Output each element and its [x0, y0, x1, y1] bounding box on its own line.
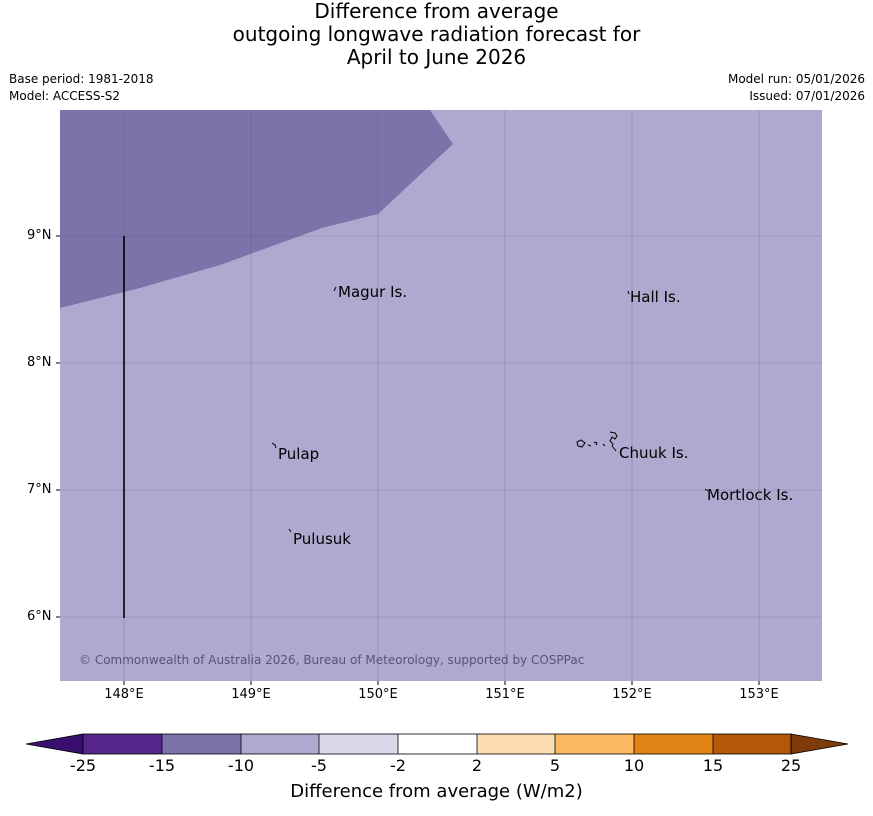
colorbar-label: -10 — [227, 756, 255, 775]
lon-tick-149: 149°E — [231, 687, 271, 702]
tick-marks — [56, 235, 760, 685]
title-line-2: outgoing longwave radiation forecast for — [232, 22, 641, 46]
meta-right: Model run: 05/01/2026 Issued: 07/01/2026 — [728, 71, 865, 105]
island-hall — [627, 290, 630, 295]
issued-text: Issued: 07/01/2026 — [749, 89, 865, 103]
island-chuuk — [576, 431, 618, 452]
island-pulusuk — [288, 528, 292, 533]
copyright-notice: © Commonwealth of Australia 2026, Bureau… — [79, 653, 585, 667]
lat-tick-9: 9°N — [27, 228, 52, 243]
colorbar-label: -15 — [148, 756, 176, 775]
lon-tick-153: 153°E — [739, 687, 779, 702]
colorbar-segment — [83, 734, 162, 754]
colorbar-label: -5 — [311, 756, 327, 775]
colorbar-segment — [713, 734, 791, 754]
colorbar-label: -2 — [390, 756, 406, 775]
lon-tick-152: 152°E — [612, 687, 652, 702]
colorbar-label: 2 — [471, 756, 483, 775]
colorbar-segment — [477, 734, 555, 754]
colorbar-label: 25 — [780, 756, 802, 775]
model-text: Model: ACCESS-S2 — [9, 89, 121, 103]
island-outlines — [271, 286, 709, 533]
meta-left: Base period: 1981-2018 Model: ACCESS-S2 — [9, 71, 154, 105]
colorbar-segment — [162, 734, 241, 754]
colorbar-segment — [241, 734, 319, 754]
anomaly-region — [60, 110, 453, 308]
colorbar-label: 10 — [623, 756, 645, 775]
colorbar-segment — [398, 734, 477, 754]
colorbar-label: -25 — [69, 756, 97, 775]
lon-tick-151: 151°E — [485, 687, 525, 702]
colorbar-label: 15 — [702, 756, 724, 775]
colorbar-extend-high — [790, 733, 849, 755]
place-label-chuuk: Chuuk Is. — [619, 444, 689, 462]
colorbar-segment — [319, 734, 398, 754]
base-period-text: Base period: 1981-2018 — [9, 72, 154, 86]
colorbar-segment — [555, 734, 634, 754]
title-line-1: Difference from average — [314, 0, 559, 23]
model-run-text: Model run: 05/01/2026 — [727, 72, 865, 86]
lat-tick-7: 7°N — [27, 482, 52, 497]
lon-tick-148: 148°E — [104, 687, 144, 702]
colorbar-extend-low — [25, 733, 84, 755]
colorbar-title: Difference from average (W/m2) — [290, 781, 583, 802]
place-label-pulusuk: Pulusuk — [293, 530, 351, 548]
title-line-3: April to June 2026 — [346, 45, 527, 69]
map-title: Difference from average outgoing longwav… — [0, 0, 873, 69]
place-label-hall: Hall Is. — [630, 288, 681, 306]
lat-tick-8: 8°N — [27, 355, 52, 370]
island-mortlock — [704, 488, 709, 492]
colorbar-label: 5 — [549, 756, 561, 775]
place-label-pulap: Pulap — [278, 445, 320, 463]
place-label-magur: Magur Is. — [338, 283, 408, 301]
lat-tick-6: 6°N — [27, 609, 52, 624]
lon-tick-150: 150°E — [358, 687, 398, 702]
island-pulap — [271, 442, 277, 449]
colorbar-segment — [634, 734, 713, 754]
island-magur — [333, 286, 337, 292]
place-label-mortlock: Mortlock Is. — [707, 486, 794, 504]
